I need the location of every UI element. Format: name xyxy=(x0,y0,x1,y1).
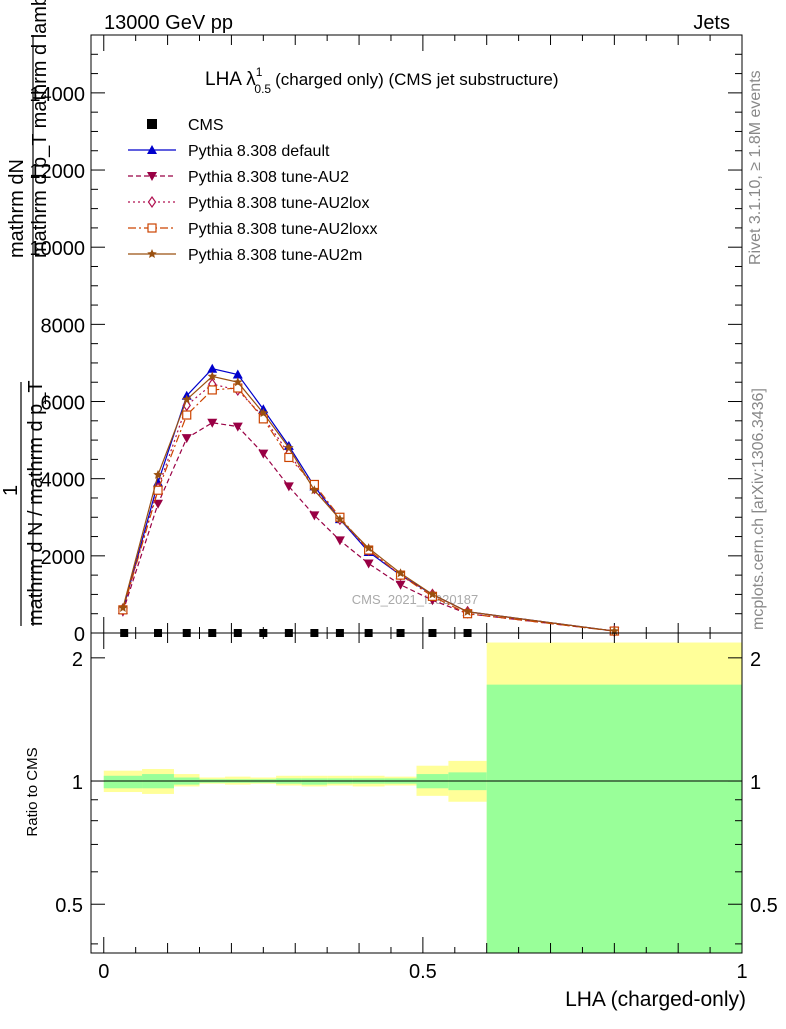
y-tick-label: 2000 xyxy=(41,547,86,569)
ylabel-one: 1 xyxy=(0,485,22,496)
title-main: LHA λ xyxy=(205,69,256,90)
ratio-plot: 0.5 0.51 12 2 0 0.5 1 Ratio to CMS LHA (charg… xyxy=(24,632,778,1011)
series-point xyxy=(258,408,269,418)
series-point xyxy=(427,589,438,599)
title-superscript: 1 xyxy=(256,65,263,79)
series-point xyxy=(334,536,345,546)
x-tick-label: 0.5 xyxy=(409,961,437,983)
series-point xyxy=(207,363,218,373)
series-point xyxy=(284,442,294,452)
series-layer xyxy=(117,363,620,638)
legend-marker xyxy=(147,119,157,129)
main-y-label: mathrm dN mathrm d p_T mathrm d lambda 1… xyxy=(0,0,51,626)
plot-title: LHA λ1 0.5 (charged only) (CMS jet substru… xyxy=(205,65,559,96)
ratio-y-tick-label-left: 1 xyxy=(72,772,83,794)
series-point xyxy=(207,385,217,395)
series-point xyxy=(258,449,269,459)
legend-marker xyxy=(147,195,157,209)
legend-entry: Pythia 8.308 tune-AU2loxx xyxy=(188,221,377,238)
series-point xyxy=(182,410,192,420)
legend-entry: Pythia 8.308 tune-AU2 xyxy=(188,169,349,186)
series-point xyxy=(284,452,294,463)
legend-marker xyxy=(147,223,157,233)
legend-entry: Pythia 8.308 tune-AU2m xyxy=(188,247,362,264)
ratio-inner-band xyxy=(486,684,742,953)
ylabel-top: mathrm dN xyxy=(6,159,28,258)
series-point xyxy=(233,377,243,387)
ratio-y-tick-label-left: 0.5 xyxy=(55,895,83,917)
ratio-frame xyxy=(90,632,743,954)
series-point xyxy=(309,485,320,495)
energy-label: 13000 GeV pp xyxy=(104,12,233,34)
title-rest: (charged only) (CMS jet substructure) xyxy=(275,70,558,89)
series-point xyxy=(181,434,192,444)
series-point xyxy=(207,371,218,381)
ratio-y-tick-label-right: 2 xyxy=(750,649,761,671)
y-tick-label: 8000 xyxy=(41,315,86,337)
x-tick-label: 1 xyxy=(736,961,747,983)
series-line xyxy=(122,422,615,632)
legend: CMS Pythia 8.308 default Pythia 8.308 tune… xyxy=(128,117,377,264)
ratio-inner-band xyxy=(103,775,143,789)
series-point xyxy=(335,514,345,524)
series-point xyxy=(462,606,473,616)
series-point xyxy=(181,394,192,404)
main-y-axis: 0 2000 4000 6000 8000 10000 12000 14000 xyxy=(29,34,742,646)
x-axis-label: LHA (charged-only) xyxy=(565,988,746,1011)
ylabel-bottom: mathrm d N / mathrm d p_T xyxy=(25,380,47,626)
series-point xyxy=(363,543,374,553)
ratio-y-tick-label-right: 1 xyxy=(750,772,761,794)
process-label: Jets xyxy=(693,12,730,34)
legend-marker xyxy=(147,145,157,154)
ratio-x-axis: 0 0.5 1 xyxy=(98,633,748,983)
main-x-axis xyxy=(103,35,743,633)
legend-entry: Pythia 8.308 tune-AU2lox xyxy=(188,195,369,212)
legend-entry: CMS xyxy=(188,117,224,134)
legend-marker xyxy=(147,249,157,259)
ratio-y-tick-label-right: 0.5 xyxy=(750,895,778,917)
series-point xyxy=(363,559,374,569)
y-tick-label: 10000 xyxy=(29,238,85,260)
ratio-y-axis: 0.5 0.5 1 1 2 2 xyxy=(55,649,778,945)
legend-marker xyxy=(147,172,157,181)
y-tick-label: 6000 xyxy=(41,393,86,415)
series-line xyxy=(122,375,615,632)
series-point xyxy=(395,580,406,590)
series-point xyxy=(207,418,218,428)
series-point xyxy=(153,499,164,509)
y-tick-label: 4000 xyxy=(41,470,86,492)
series-point xyxy=(232,369,243,379)
ratio-y-tick-label-left: 2 xyxy=(72,649,83,671)
ratio-bands xyxy=(103,642,742,953)
title-subscript: 0.5 xyxy=(254,82,271,96)
series-point xyxy=(118,602,128,612)
series-point xyxy=(309,511,320,521)
x-tick-label: 0 xyxy=(98,961,109,983)
series-point xyxy=(283,482,294,492)
ylabel-top2: mathrm d p_T mathrm d lambda xyxy=(29,0,51,258)
legend-entry: Pythia 8.308 default xyxy=(188,143,330,160)
series-point xyxy=(395,568,406,578)
analysis-watermark: CMS_2021_I1920187 xyxy=(352,592,479,607)
series-point xyxy=(232,422,243,432)
y-tick-label: 0 xyxy=(74,624,85,646)
y-tick-label: 14000 xyxy=(29,84,85,106)
rivet-version-label: Rivet 3.1.10, ≥ 1.8M events xyxy=(747,70,764,265)
ratio-y-label: Ratio to CMS xyxy=(24,747,41,836)
mcplots-label: mcplots.cern.ch [arXiv:1306.3436] xyxy=(750,388,767,630)
series-point xyxy=(153,469,163,479)
y-tick-label: 12000 xyxy=(29,161,85,183)
